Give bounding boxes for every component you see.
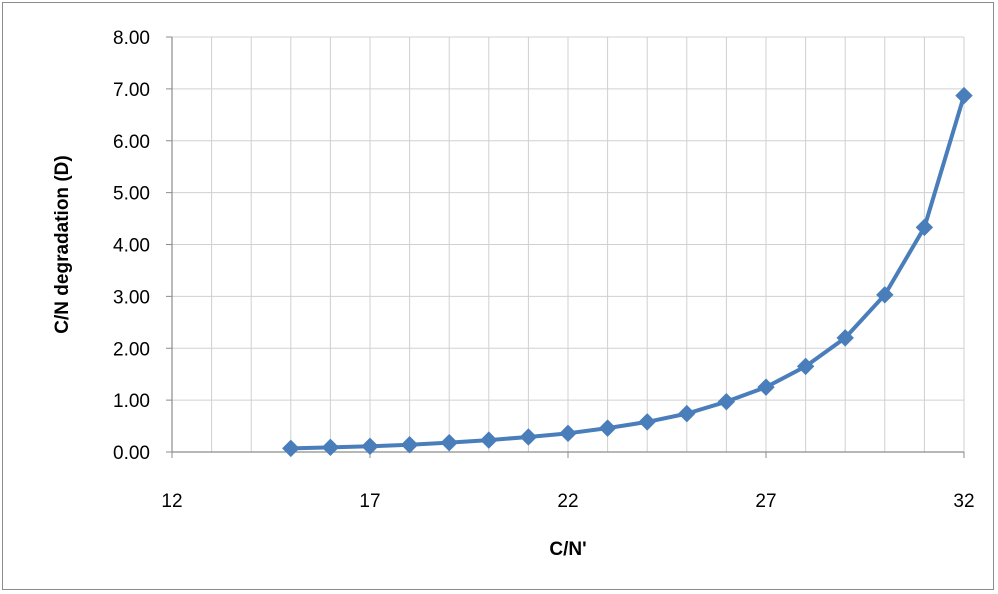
y-tick-label: 0.00 [113, 443, 150, 464]
data-point [440, 433, 458, 452]
data-point [796, 357, 815, 376]
x-tick-label: 12 [161, 491, 182, 512]
tick-labels: 0.00 1.00 2.00 3.00 4.00 5.00 6.00 7.00 8.00 12 17… [113, 28, 975, 512]
axes [166, 36, 965, 458]
x-tick-label: 27 [755, 491, 776, 512]
y-tick-label: 4.00 [113, 236, 150, 257]
data-point [678, 404, 696, 423]
y-axis-title: C/N degradation (D) [52, 155, 73, 333]
series-line [290, 95, 966, 451]
data-point [598, 419, 617, 437]
x-axis-title: C/N' [549, 539, 586, 560]
data-point [480, 431, 498, 449]
x-tick-label: 32 [953, 491, 974, 512]
data-point [519, 428, 538, 446]
data-point [638, 413, 656, 431]
data-point [559, 424, 577, 443]
y-tick-label: 1.00 [113, 391, 150, 412]
grid-lines [171, 36, 965, 453]
y-tick-label: 5.00 [113, 184, 150, 205]
data-series [282, 86, 973, 458]
y-tick-label: 3.00 [113, 287, 150, 308]
y-tick-label: 7.00 [113, 80, 150, 101]
y-tick-label: 6.00 [113, 132, 150, 153]
data-point [717, 392, 736, 411]
data-point [757, 378, 775, 396]
data-point [955, 86, 973, 105]
data-point [282, 439, 300, 458]
y-tick-label: 8.00 [113, 28, 150, 49]
y-tick-label: 2.00 [113, 339, 150, 360]
x-tick-label: 22 [557, 491, 578, 512]
data-point [400, 436, 419, 454]
data-point [361, 437, 379, 456]
data-point [915, 218, 934, 237]
data-point [321, 438, 340, 457]
x-tick-label: 17 [359, 491, 380, 512]
data-point [876, 286, 894, 304]
data-point [836, 329, 854, 347]
